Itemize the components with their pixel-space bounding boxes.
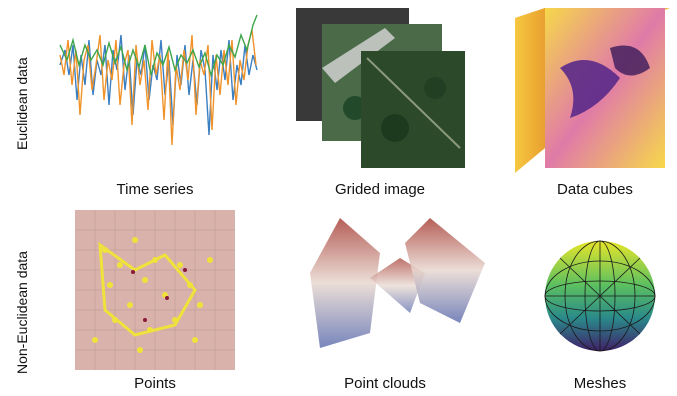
row-label-euclidean: Euclidean data — [14, 57, 30, 150]
row-label-non-euclidean: Non-Euclidean data — [14, 251, 30, 374]
time-series-plot — [55, 5, 265, 165]
time-series-orange-line — [59, 29, 257, 146]
point-cloud-right-roof — [405, 218, 485, 323]
caption-point-clouds: Point clouds — [344, 375, 426, 392]
point-cloud — [300, 213, 490, 363]
data-cube-side-face — [515, 8, 545, 173]
caption-points: Points — [134, 375, 176, 392]
caption-data-cubes: Data cubes — [557, 181, 633, 198]
caption-grided-image: Grided image — [334, 181, 426, 198]
point-cloud-middle-section — [370, 258, 425, 313]
grided-image-tile-front — [361, 51, 465, 168]
data-cube — [510, 8, 670, 173]
time-series-green-line — [59, 14, 258, 78]
mesh-sphere — [540, 236, 660, 356]
point-cloud-left-roof — [310, 218, 380, 348]
caption-meshes: Meshes — [573, 375, 627, 392]
grided-image-stack — [295, 8, 465, 168]
points-map — [75, 210, 235, 370]
caption-time-series: Time series — [116, 181, 194, 198]
